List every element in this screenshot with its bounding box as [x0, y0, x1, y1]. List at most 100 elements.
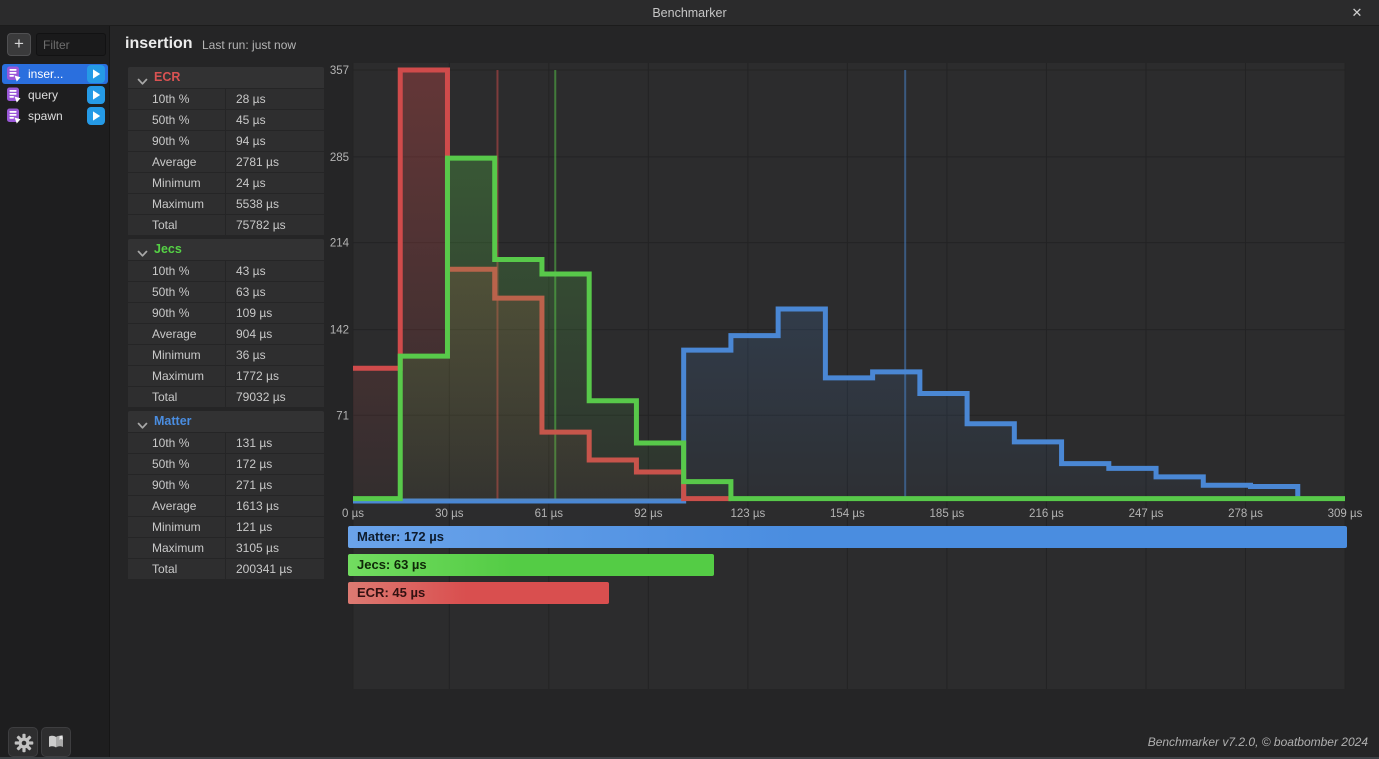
stat-label: 10th %: [152, 264, 190, 278]
median-bar-jecs: Jecs: 63 µs: [348, 554, 714, 576]
stat-value: 79032 µs: [225, 387, 324, 407]
svg-text:71: 71: [336, 410, 349, 422]
page-title: insertion: [125, 35, 193, 52]
svg-text:309 µs: 309 µs: [1328, 508, 1363, 520]
stat-value: 904 µs: [225, 324, 324, 344]
histogram-jecs: [353, 155, 1345, 502]
stat-value: 271 µs: [225, 475, 324, 495]
stat-value: 63 µs: [225, 282, 324, 302]
stat-value: 131 µs: [225, 433, 324, 453]
stat-label: 90th %: [152, 478, 190, 492]
play-icon: [93, 69, 101, 79]
median-bar-label: Jecs: 63 µs: [357, 557, 427, 572]
stat-row: Maximum 3105 µs: [128, 538, 324, 558]
filter-input[interactable]: [36, 33, 106, 56]
stat-row: 50th % 172 µs: [128, 454, 324, 474]
stat-value: 45 µs: [225, 110, 324, 130]
run-benchmark-button[interactable]: [87, 65, 105, 83]
stat-value: 28 µs: [225, 89, 324, 109]
stat-label: 50th %: [152, 457, 190, 471]
svg-text:0 µs: 0 µs: [342, 508, 364, 520]
stat-row: Minimum 121 µs: [128, 517, 324, 537]
stat-section-name: ECR: [154, 70, 181, 84]
chevron-down-icon: [137, 73, 148, 91]
last-run-status: Last run: just now: [202, 38, 297, 52]
stat-row: Minimum 24 µs: [128, 173, 324, 193]
docs-button[interactable]: [41, 727, 71, 757]
stat-row: 90th % 94 µs: [128, 131, 324, 151]
stat-row: 10th % 28 µs: [128, 89, 324, 109]
svg-text:247 µs: 247 µs: [1129, 508, 1164, 520]
svg-text:30 µs: 30 µs: [435, 508, 464, 520]
sidebar-item-label: inser...: [28, 67, 64, 81]
svg-text:216 µs: 216 µs: [1029, 508, 1064, 520]
stat-value: 2781 µs: [225, 152, 324, 172]
sidebar-item-inser[interactable]: inser...: [2, 64, 108, 84]
stat-value: 94 µs: [225, 131, 324, 151]
play-icon: [93, 111, 101, 121]
stat-section-header-jecs[interactable]: Jecs: [128, 239, 324, 260]
stat-label: 10th %: [152, 436, 190, 450]
add-benchmark-button[interactable]: +: [7, 33, 31, 56]
stat-value: 43 µs: [225, 261, 324, 281]
run-benchmark-button[interactable]: [87, 86, 105, 104]
x-axis-labels: 0 µs 30 µs 61 µs 92 µs 123 µs 154 µs 185 µs 216…: [342, 508, 1363, 520]
stat-section-name: Matter: [154, 414, 192, 428]
svg-text:61 µs: 61 µs: [535, 508, 564, 520]
script-icon: [6, 66, 22, 82]
svg-text:357: 357: [330, 65, 349, 77]
median-bar-matter: Matter: 172 µs: [348, 526, 1347, 548]
stat-row: 50th % 63 µs: [128, 282, 324, 302]
stat-row: Maximum 5538 µs: [128, 194, 324, 214]
stat-section-header-ecr[interactable]: ECR: [128, 67, 324, 88]
stat-label: Maximum: [152, 197, 205, 211]
stat-row: 50th % 45 µs: [128, 110, 324, 130]
stat-row: Average 904 µs: [128, 324, 324, 344]
sidebar-item-query[interactable]: query: [2, 85, 108, 105]
stat-label: 50th %: [152, 113, 190, 127]
svg-text:285: 285: [330, 152, 349, 164]
sidebar-item-spawn[interactable]: spawn: [2, 106, 108, 126]
stat-section-name: Jecs: [154, 242, 182, 256]
stat-label: Maximum: [152, 369, 205, 383]
book-icon: [49, 735, 63, 748]
stat-value: 200341 µs: [225, 559, 324, 579]
svg-text:142: 142: [330, 325, 349, 337]
sidebar-item-label: spawn: [28, 109, 63, 123]
svg-text:278 µs: 278 µs: [1228, 508, 1263, 520]
stat-value: 172 µs: [225, 454, 324, 474]
title-bar: Benchmarker ✕: [0, 0, 1379, 26]
stat-section-header-matter[interactable]: Matter: [128, 411, 324, 432]
settings-button[interactable]: [8, 727, 38, 757]
stat-value: 75782 µs: [225, 215, 324, 235]
chevron-down-icon: [137, 245, 148, 263]
stat-label: Minimum: [152, 176, 201, 190]
svg-text:154 µs: 154 µs: [830, 508, 865, 520]
play-icon: [93, 90, 101, 100]
histogram-chart: 71 142 214 285 357 0 µs 30 µs 61 µs 92 µs 123 µs 1…: [330, 63, 1363, 689]
stat-label: Minimum: [152, 520, 201, 534]
stat-row: Total 75782 µs: [128, 215, 324, 235]
run-benchmark-button[interactable]: [87, 107, 105, 125]
stat-label: Average: [152, 499, 197, 513]
chevron-down-icon: [137, 417, 148, 435]
stat-label: Average: [152, 327, 197, 341]
stat-row: Maximum 1772 µs: [128, 366, 324, 386]
close-icon[interactable]: ✕: [1351, 5, 1363, 20]
stat-row: Average 2781 µs: [128, 152, 324, 172]
section-gap: [128, 580, 324, 583]
window-bottom-edge: [0, 757, 1379, 759]
stat-label: Total: [152, 562, 178, 576]
stat-label: Maximum: [152, 541, 205, 555]
svg-text:185 µs: 185 µs: [930, 508, 965, 520]
median-bar-label: ECR: 45 µs: [357, 585, 426, 600]
stat-row: 10th % 43 µs: [128, 261, 324, 281]
histogram-series: [353, 67, 1345, 504]
sidebar-item-label: query: [28, 88, 59, 102]
stat-value: 121 µs: [225, 517, 324, 537]
svg-text:92 µs: 92 µs: [634, 508, 663, 520]
stat-value: 36 µs: [225, 345, 324, 365]
stat-row: Average 1613 µs: [128, 496, 324, 516]
stat-value: 109 µs: [225, 303, 324, 323]
